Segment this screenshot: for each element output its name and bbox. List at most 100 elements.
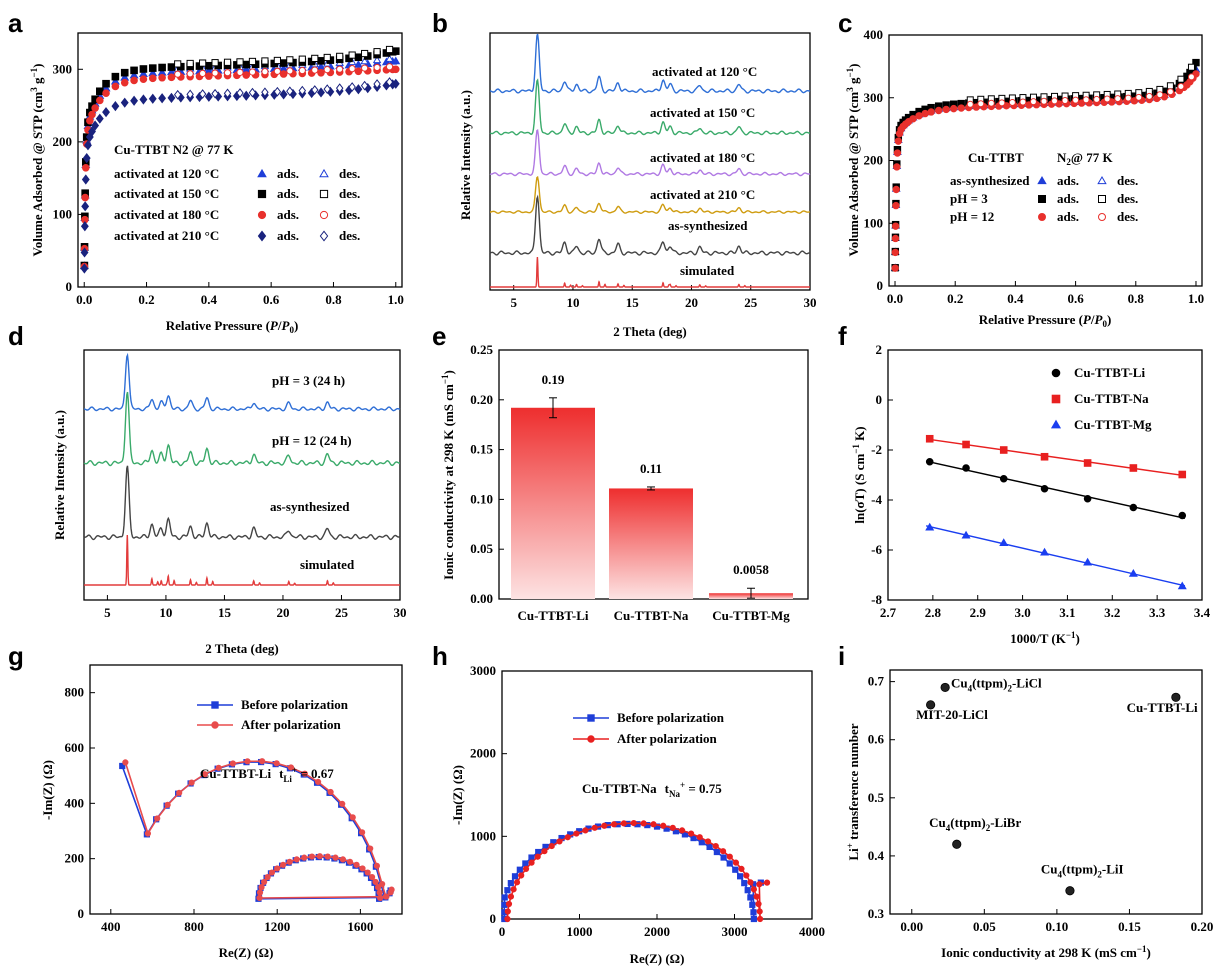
pg-point [383,893,390,900]
ph-point [505,900,513,908]
panel-label-e: e [432,321,446,351]
panel-a-des-point [311,54,319,62]
ph-ytick-label: 1000 [470,828,496,843]
panel-a-ads-point [130,76,138,85]
panel-a-xlabel: Relative Pressure (P/P0) [166,318,299,335]
ph-point [706,843,713,851]
panel-a-des-point [385,63,394,71]
pg-point [119,762,126,770]
panel-c-xtick-label: 0.6 [1067,291,1084,306]
ph-point [511,873,519,880]
panel-a-ads-point [205,72,213,80]
panel-i-point-label: Cu4(ttpm)2-LiCl [951,675,1042,693]
pd-pattern-label: simulated [300,557,355,572]
pb-pattern-label: as-synthesized [668,218,748,233]
panel-c-ylabel: Volume Adsorbed @ STP (cm3 g−1) [845,64,861,257]
panel-a-legend-series-2: activated at 150 °C [114,186,219,201]
panel-a-ads-point [139,94,148,105]
panel-e-value-label: 0.11 [640,461,662,476]
ph-ytick-label: 3000 [470,663,496,678]
panel-a-des-point [248,57,257,66]
panel-a-des-point [298,85,307,96]
panel-a-des-point [236,68,244,76]
panel-h-legend-before: Before polarization [617,710,725,725]
pg-point [122,759,129,766]
panel-a-xtick-label: 0.6 [263,292,280,307]
panel-a-des-point [372,55,382,64]
ph-point [738,865,745,872]
panel-a-xtick-label: 0.4 [201,292,218,307]
panel-a-ads-point [242,90,251,101]
panel-e-plot-area: 0.00 0.05 0.10 0.15 0.20 0.25 0.19 Cu-TTBT-Li 0.… [470,342,793,623]
ph-point [755,900,762,908]
pg-point [256,889,264,896]
panel-a-ads-point [148,74,157,83]
ph-point [504,915,511,923]
panel-f-ytick-label: -4 [871,492,882,507]
pg-curve [121,761,392,900]
panel-c-des-point [1093,95,1101,103]
panel-c-frame [888,34,1203,287]
panel-a-ads-point [111,101,120,112]
panel-a-ads-point [139,75,148,83]
panel-h-nyquist-chart: 0 1000 2000 3000 4000 0 1000 2000 3000 Before po… [450,663,825,966]
panel-a-des-point [373,48,381,56]
panel-i-point-label: MIT-20-LiCl [916,707,988,722]
pg-point [388,886,395,893]
ph-curve [503,823,762,920]
panel-e-conductivity-bar-chart: 0.00 0.05 0.10 0.15 0.20 0.25 0.19 Cu-TTBT-Li 0.… [440,342,809,623]
pb-pattern-line [489,78,810,136]
panel-label-c: c [838,8,852,38]
pg-point [274,865,281,872]
panel-e-category-label: Cu-TTBT-Na [614,608,689,623]
ph-point [732,859,740,866]
panel-f-point [925,522,935,531]
ph-point [678,827,686,834]
panel-e-ytick-label: 0.05 [470,541,493,556]
pg-point [229,760,237,767]
panel-a-ads-point [102,89,110,97]
panel-a-ads-point [167,63,176,71]
panel-g-frame [89,664,403,915]
panel-a-des-point [211,69,219,77]
pg-point [144,830,152,837]
pg-point [327,788,334,796]
panel-a-legend-des-label: des. [339,166,360,181]
panel-c-ads-point [891,264,899,272]
panel-a-des-point [286,56,294,64]
panel-b-plot-area: 5 10 15 20 25 30 activated at 120 °C activated … [489,33,817,310]
pd-xtick-label: 25 [335,605,349,620]
pg-point [308,853,316,860]
panel-a-des-point [261,87,269,98]
panel-f-point [1177,581,1187,590]
panel-f-fit-line [925,525,1186,587]
panel-c-des-point [1177,82,1185,90]
pg-point [201,771,208,778]
pb-pattern-line [489,33,811,94]
panel-a-legend-des-label: des. [339,186,360,201]
panel-c-xtick-label: 1.0 [1188,291,1204,306]
pd-pattern-label: pH = 12 (24 h) [272,433,352,448]
panel-g-legend: Before polarization After polarization [197,697,349,732]
panel-g-ylabel: -Im(Z) (Ω) [40,760,55,820]
panel-a-ads-point [158,93,167,104]
panel-a-ads-point [120,97,129,108]
panel-a-des-point [348,82,356,92]
panel-f-xtick-label: 2.7 [880,605,897,620]
panel-a-des-point [360,80,369,91]
panel-i-xtick-label: 0.10 [1046,919,1069,934]
panel-a-des-point [385,77,394,87]
panel-a-legend: activated at 120 °C activated at 150 °C … [114,166,360,243]
panel-a-des-point [223,69,232,77]
panel-f-legend-li: Cu-TTBT-Li [1074,365,1145,380]
panel-c-ads-point [957,104,965,112]
ph-point [743,872,750,879]
pd-pattern-label: pH = 3 (24 h) [272,373,345,388]
panel-c-legend: as-synthesized pH = 3 pH = 12 ads. des. ad… [950,173,1138,224]
panel-f-xtick-label: 3.3 [1149,605,1166,620]
pg-point [273,760,280,767]
panel-h-annotation: Cu-TTBT-Na tNa+ = 0.75 [582,780,722,799]
panel-a-ads-point [81,201,90,212]
panel-c-legend-title-1: Cu-TTBT [968,150,1024,165]
